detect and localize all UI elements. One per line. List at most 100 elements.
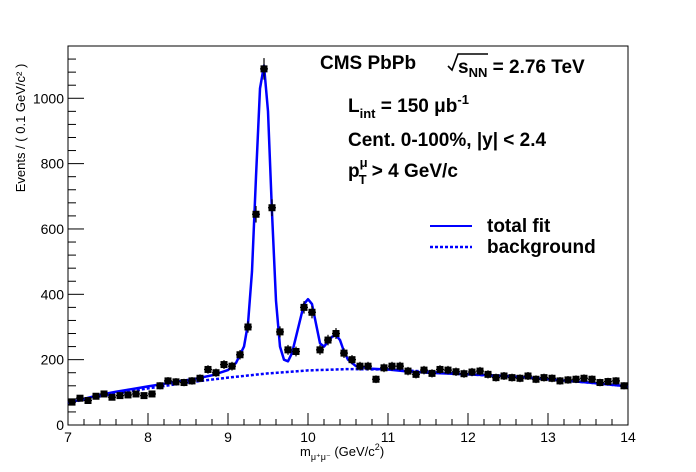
y-tick-label: 1000 (33, 90, 64, 106)
plot-frame (67, 45, 629, 426)
data-point (532, 375, 540, 384)
x-tick-label: 13 (540, 429, 556, 445)
data-point (292, 346, 300, 357)
background-curve (67, 367, 629, 405)
svg-text:CMS PbPb: CMS PbPb (320, 53, 416, 74)
data-point (76, 394, 84, 402)
data-point (116, 392, 124, 400)
data-point (540, 373, 548, 382)
data-point (108, 393, 116, 401)
data-point (452, 367, 460, 376)
data-point (436, 365, 444, 374)
data-point (92, 392, 100, 400)
annotation-centrality: Cent. 0-100%, |y| < 2.4 (348, 130, 547, 151)
data-point (236, 349, 244, 360)
data-point (476, 366, 484, 376)
x-tick-label: 7 (64, 429, 72, 445)
data-point (492, 373, 500, 382)
y-tick-label: 600 (41, 221, 65, 237)
data-point (380, 363, 388, 373)
data-points (68, 58, 628, 406)
data-point (580, 374, 588, 383)
legend: total fit background (430, 216, 596, 258)
data-point (164, 377, 172, 385)
data-point (508, 373, 516, 382)
legend-total-fit-label: total fit (487, 216, 551, 237)
data-point (132, 390, 140, 398)
data-point (260, 58, 268, 80)
y-axis-title: Events / ( 0.1 GeV/c² ) (13, 64, 28, 193)
y-tick-label: 400 (41, 286, 65, 302)
data-point (204, 365, 212, 374)
data-point (420, 365, 428, 375)
data-point (124, 391, 132, 399)
data-point (484, 370, 492, 379)
data-point (620, 382, 628, 390)
data-point (196, 374, 204, 383)
data-point (364, 361, 372, 371)
data-point (356, 361, 364, 371)
data-point (404, 366, 412, 376)
data-point (188, 377, 196, 385)
data-point (324, 334, 332, 346)
data-point (300, 301, 308, 314)
annotation-cms: CMS PbPb sNN = 2.76 TeV (320, 53, 585, 80)
x-tick-label: 12 (460, 429, 476, 445)
data-point (548, 374, 556, 383)
x-tick-label: 14 (620, 429, 636, 445)
data-point (180, 378, 188, 387)
data-point (332, 328, 340, 339)
data-point (228, 361, 236, 371)
data-point (444, 365, 452, 375)
x-tick-label: 8 (144, 429, 152, 445)
data-point (308, 306, 316, 319)
data-point (316, 344, 324, 355)
data-point (596, 378, 604, 387)
data-point (268, 199, 276, 217)
x-tick-label: 9 (224, 429, 232, 445)
data-point (172, 378, 180, 386)
data-point (428, 369, 436, 378)
data-point (396, 361, 404, 371)
data-point (564, 376, 572, 384)
x-tick-label: 11 (381, 429, 396, 445)
legend-background-label: background (487, 237, 596, 258)
data-point (460, 369, 468, 378)
data-point (212, 368, 220, 377)
data-point (572, 375, 580, 384)
data-point (372, 375, 380, 384)
data-point (524, 371, 532, 380)
axes: 7 8 9 10 11 12 13 14 0 200 400 600 800 1000 (33, 45, 636, 445)
data-point (588, 375, 596, 384)
data-point (388, 361, 396, 371)
data-point (148, 390, 156, 398)
data-point (604, 377, 612, 386)
data-point (612, 377, 620, 385)
data-point (556, 377, 564, 385)
data-point (516, 374, 524, 383)
data-point (220, 360, 228, 369)
data-point (348, 355, 356, 365)
annotation-luminosity: Lint = 150 μb-1 (348, 92, 469, 121)
data-point (276, 326, 284, 338)
data-point (468, 367, 476, 377)
data-point (68, 398, 76, 406)
data-point (412, 370, 420, 379)
x-tick-label: 10 (300, 429, 316, 445)
data-point (156, 382, 164, 390)
data-point (244, 321, 252, 333)
data-point (340, 348, 348, 358)
annotation-pt-cut: pμ T > 4 GeV/c (348, 155, 458, 187)
data-point (284, 344, 292, 355)
y-tick-label: 200 (41, 352, 65, 368)
x-axis-title: mμ⁺μ⁻ (GeV/c2) (300, 442, 384, 462)
data-point (140, 392, 148, 400)
svg-text:sNN = 2.76 TeV: sNN = 2.76 TeV (458, 57, 585, 80)
data-point (500, 371, 508, 380)
y-tick-label: 800 (41, 156, 65, 172)
data-point (100, 390, 108, 398)
data-point (84, 396, 92, 404)
data-point (252, 205, 260, 223)
y-tick-label: 0 (56, 417, 64, 433)
